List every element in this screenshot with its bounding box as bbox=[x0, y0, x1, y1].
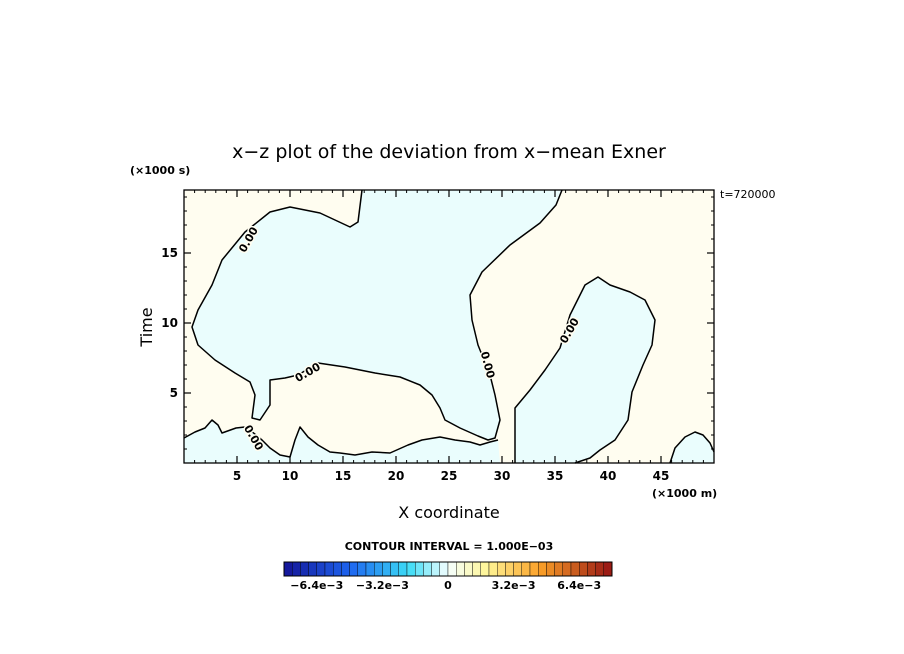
negative-region-right bbox=[515, 277, 655, 463]
colorbar-cell bbox=[357, 561, 367, 577]
colorbar-cell bbox=[406, 561, 416, 577]
x-tick-label: 45 bbox=[653, 469, 670, 483]
colorbar-cell bbox=[447, 561, 457, 577]
negative-region-bottom-left bbox=[184, 420, 500, 463]
colorbar-tick-label: −3.2e−3 bbox=[356, 579, 409, 592]
colorbar-cell bbox=[374, 561, 383, 577]
colorbar-cell bbox=[423, 561, 432, 577]
colorbar-cell bbox=[579, 561, 588, 577]
x-ticks: 5 10 15 20 25 30 35 40 45 bbox=[233, 190, 670, 483]
x-tick-label: 20 bbox=[388, 469, 405, 483]
colorbar-tick-label: 6.4e−3 bbox=[557, 579, 601, 592]
contour-interval-text: CONTOUR INTERVAL = 1.000E−03 bbox=[345, 540, 554, 553]
y-ticks: 5 10 15 bbox=[161, 246, 714, 400]
zero-contour-line-3 bbox=[183, 419, 499, 458]
colorbar-tick-label: 3.2e−3 bbox=[492, 579, 536, 592]
colorbar-cell bbox=[570, 561, 580, 577]
zero-contour-line-4 bbox=[669, 431, 715, 464]
x-tick-label: 30 bbox=[494, 469, 511, 483]
negative-region-bottom-right bbox=[670, 432, 714, 463]
colorbar-cell bbox=[292, 561, 301, 577]
colorbar-cell bbox=[308, 561, 318, 577]
colorbar bbox=[283, 561, 613, 577]
colorbar-cell bbox=[300, 561, 309, 577]
colorbar-cell bbox=[603, 561, 613, 577]
colorbar-cell bbox=[431, 561, 441, 577]
x-tick-label: 25 bbox=[441, 469, 458, 483]
y-scale-note: (×1000 s) bbox=[130, 164, 190, 177]
x-tick-label: 5 bbox=[233, 469, 241, 483]
colorbar-cell bbox=[439, 561, 449, 577]
x-tick-label: 15 bbox=[335, 469, 352, 483]
colorbar-cell bbox=[480, 561, 490, 577]
zero-contours bbox=[183, 189, 715, 464]
colorbar-cell bbox=[316, 561, 326, 577]
colorbar-cell bbox=[333, 561, 342, 577]
colorbar-cell bbox=[341, 561, 350, 577]
colorbar-cell bbox=[513, 561, 522, 577]
colorbar-cell bbox=[505, 561, 514, 577]
colorbar-cell bbox=[562, 561, 572, 577]
colorbar-cell bbox=[521, 561, 531, 577]
x-tick-label: 35 bbox=[547, 469, 564, 483]
colorbar-cell bbox=[587, 561, 596, 577]
x-tick-label: 10 bbox=[282, 469, 299, 483]
y-axis-label: Time bbox=[137, 307, 156, 347]
colorbar-cell bbox=[595, 561, 604, 577]
zero-contour-line-2 bbox=[514, 276, 656, 464]
zero-contour-line-1 bbox=[191, 189, 563, 441]
colorbar-tick-labels: −6.4e−3 −3.2e−3 0 3.2e−3 6.4e−3 bbox=[290, 579, 601, 592]
colorbar-tick-label: −6.4e−3 bbox=[290, 579, 343, 592]
colorbar-cell bbox=[554, 561, 563, 577]
colorbar-cell bbox=[464, 561, 473, 577]
minor-ticks bbox=[184, 190, 714, 463]
colorbar-cell bbox=[390, 561, 400, 577]
colorbar-cell bbox=[349, 561, 359, 577]
x-scale-note: (×1000 m) bbox=[652, 487, 717, 500]
colorbar-cell bbox=[382, 561, 391, 577]
colorbar-cell bbox=[324, 561, 334, 577]
colorbar-cell bbox=[546, 561, 555, 577]
colorbar-cell bbox=[472, 561, 482, 577]
colorbar-frame bbox=[283, 561, 613, 577]
colorbar-cell bbox=[283, 561, 293, 577]
plot-area: 0.00 0.00 0.00 0.00 0.00 5 10 15 20 25 30 35 40… bbox=[161, 189, 715, 483]
y-tick-label: 5 bbox=[170, 386, 178, 400]
colorbar-cell bbox=[497, 561, 506, 577]
colorbar-cell bbox=[398, 561, 408, 577]
colorbar-cell bbox=[456, 561, 465, 577]
chart-title: x−z plot of the deviation from x−mean Ex… bbox=[232, 141, 666, 163]
colorbar-tick-label: 0 bbox=[444, 579, 452, 592]
colorbar-cell bbox=[538, 561, 547, 577]
colorbar-cell bbox=[529, 561, 539, 577]
x-tick-label: 40 bbox=[600, 469, 617, 483]
y-tick-label: 10 bbox=[161, 316, 178, 330]
colorbar-cell bbox=[415, 561, 424, 577]
colorbar-cell bbox=[365, 561, 375, 577]
time-stamp: t=720000 bbox=[720, 188, 776, 201]
y-tick-label: 15 bbox=[161, 246, 178, 260]
colorbar-cell bbox=[488, 561, 498, 577]
x-axis-label: X coordinate bbox=[398, 503, 499, 522]
